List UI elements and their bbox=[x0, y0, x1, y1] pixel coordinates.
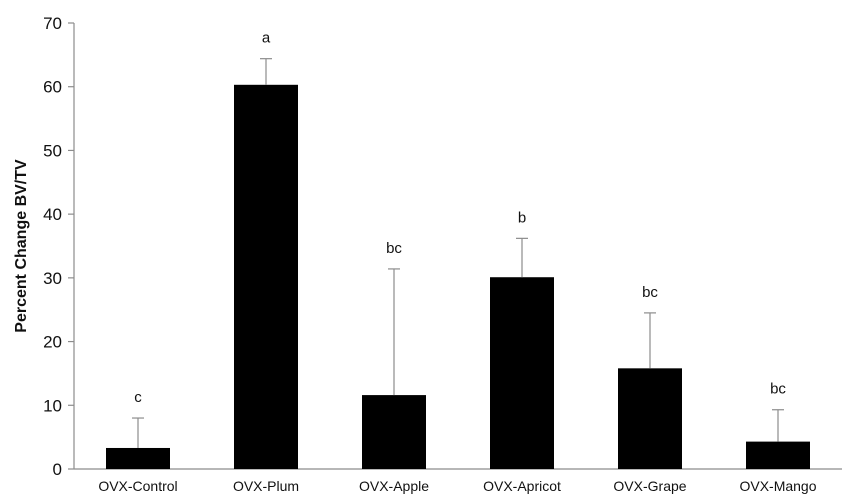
x-axis-labels: OVX-Control OVX-Plum OVX-Apple OVX-Apricot O… bbox=[98, 478, 816, 494]
x-tick-label: OVX-Plum bbox=[233, 478, 299, 494]
bar bbox=[746, 441, 810, 469]
error-bar bbox=[388, 268, 400, 396]
error-bar bbox=[516, 237, 528, 278]
significance-label: bc bbox=[642, 284, 658, 301]
bar bbox=[490, 277, 554, 469]
x-tick-label: OVX-Mango bbox=[739, 478, 816, 494]
x-tick-label: OVX-Apricot bbox=[483, 478, 561, 494]
y-axis-title: Percent Change BV/TV bbox=[13, 159, 30, 333]
significance-label: bc bbox=[386, 240, 402, 257]
significance-labels-group: c a bc b bc bc bbox=[134, 30, 786, 406]
x-tick-label: OVX-Control bbox=[98, 478, 177, 494]
error-bars-group bbox=[132, 58, 784, 448]
error-bar bbox=[644, 312, 656, 369]
significance-label: bc bbox=[770, 381, 786, 398]
error-bar bbox=[132, 417, 144, 448]
significance-label: c bbox=[134, 389, 142, 406]
y-tick-label: 30 bbox=[43, 269, 62, 288]
y-tick-label: 20 bbox=[43, 333, 62, 352]
error-bar bbox=[772, 409, 784, 442]
bar bbox=[234, 84, 298, 469]
y-tick-label: 40 bbox=[43, 205, 62, 224]
significance-label: b bbox=[518, 209, 526, 226]
x-tick-label: OVX-Grape bbox=[613, 478, 686, 494]
bar bbox=[106, 447, 170, 469]
bars-group bbox=[106, 84, 810, 469]
y-tick-label: 0 bbox=[53, 460, 62, 479]
y-tick-label: 50 bbox=[43, 141, 62, 160]
bar bbox=[618, 368, 682, 469]
y-tick-label: 10 bbox=[43, 396, 62, 415]
error-bar bbox=[260, 58, 272, 85]
y-axis-ticks: 0 10 20 30 40 50 60 70 bbox=[43, 14, 74, 479]
y-tick-label: 60 bbox=[43, 78, 62, 97]
y-tick-label: 70 bbox=[43, 14, 62, 33]
bar bbox=[362, 395, 426, 469]
significance-label: a bbox=[262, 30, 271, 47]
x-tick-label: OVX-Apple bbox=[359, 478, 429, 494]
